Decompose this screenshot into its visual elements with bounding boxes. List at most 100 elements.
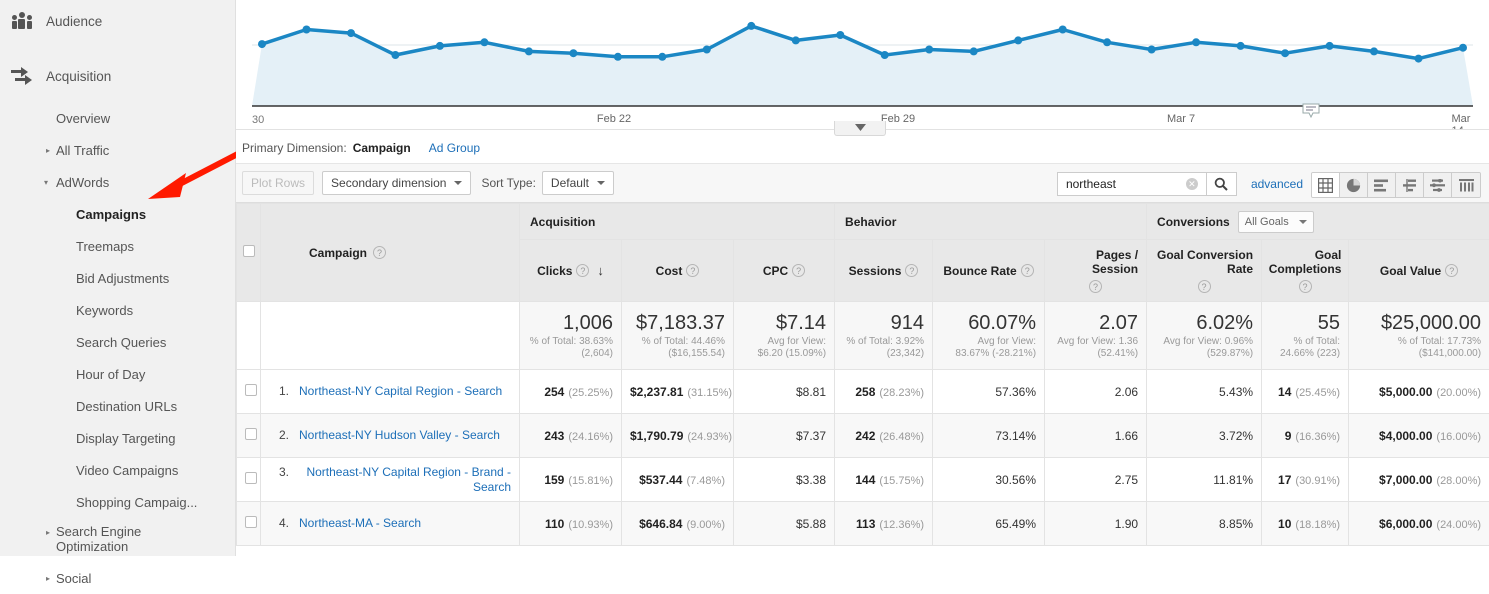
help-icon[interactable]: ? [792,264,805,277]
sidebar-item-acquisition[interactable]: Acquisition [0,55,235,97]
chart-data-point[interactable] [480,38,488,46]
row-checkbox[interactable] [245,428,257,440]
all-goals-dropdown[interactable]: All Goals [1238,211,1314,233]
chart-data-point[interactable] [436,42,444,50]
chart-data-point[interactable] [1370,47,1378,55]
sidebar-item-all-traffic[interactable]: ▸ All Traffic [0,134,235,166]
chart-data-point[interactable] [303,26,311,34]
sidebar-item-hour-of-day[interactable]: Hour of Day [0,358,235,390]
plot-rows-button[interactable]: Plot Rows [242,171,314,195]
row-checkbox-cell[interactable] [237,370,261,414]
sidebar-item-search-queries[interactable]: Search Queries [0,326,235,358]
chart-data-point[interactable] [347,29,355,37]
chart-data-point[interactable] [703,46,711,54]
sidebar-item-treemaps[interactable]: Treemaps [0,230,235,262]
secondary-dimension-dropdown[interactable]: Secondary dimension [322,171,471,195]
help-icon[interactable]: ? [373,246,386,259]
column-header-goal-value[interactable]: Goal Value ? [1349,240,1489,302]
help-icon[interactable]: ? [905,264,918,277]
column-header-cost[interactable]: Cost ? [622,240,734,302]
chart-data-point[interactable] [792,36,800,44]
campaign-link[interactable]: Northeast-MA - Search [299,516,421,531]
bar-view-icon[interactable] [1368,173,1396,197]
chart-data-point[interactable] [614,53,622,61]
campaign-link[interactable]: Northeast-NY Capital Region - Search [299,384,502,399]
comparison-view-icon[interactable] [1396,173,1424,197]
row-checkbox[interactable] [245,472,257,484]
help-icon[interactable]: ? [1021,264,1034,277]
chart-data-point[interactable] [658,53,666,61]
sidebar-item-bid-adjustments[interactable]: Bid Adjustments [0,262,235,294]
advanced-link[interactable]: advanced [1251,177,1303,191]
help-icon[interactable]: ? [1089,280,1102,293]
column-header-goal-conversion-rate[interactable]: Goal Conversion Rate ? [1147,240,1262,302]
sidebar-item-display-targeting[interactable]: Display Targeting [0,422,235,454]
chart-data-point[interactable] [1103,38,1111,46]
chart-data-point[interactable] [1281,49,1289,57]
search-button[interactable] [1207,172,1237,196]
sidebar-item-adwords[interactable]: ▾ AdWords [0,166,235,198]
column-header-cpc[interactable]: CPC ? [734,240,835,302]
sidebar-item-campaigns[interactable]: Campaigns [0,198,235,230]
select-all-checkbox[interactable] [243,245,255,257]
clear-search-icon[interactable]: ✕ [1186,178,1198,190]
chart-data-point[interactable] [925,46,933,54]
column-header-sessions[interactable]: Sessions ? [835,240,933,302]
column-header-pages-per-session[interactable]: Pages / Session ? [1045,240,1147,302]
sidebar-item-social[interactable]: ▸ Social [0,562,235,594]
search-input[interactable] [1064,176,1186,192]
sort-type-dropdown[interactable]: Default [542,171,614,195]
chart-data-point[interactable] [258,40,266,48]
chart-data-point[interactable] [1192,38,1200,46]
select-all-checkbox-cell[interactable] [237,204,261,302]
chart-data-point[interactable] [1415,55,1423,63]
row-checkbox-cell[interactable] [237,458,261,502]
chart-data-point[interactable] [747,22,755,30]
primary-dimension-ad-group[interactable]: Ad Group [429,141,480,155]
sidebar-item-video-campaigns[interactable]: Video Campaigns [0,454,235,486]
annotation-marker-icon[interactable] [1302,103,1320,118]
primary-dimension-campaign[interactable]: Campaign [353,141,411,155]
table-row[interactable]: 3.Northeast-NY Capital Region - Brand - … [237,458,1489,502]
chart-data-point[interactable] [836,31,844,39]
help-icon[interactable]: ? [576,264,589,277]
columns-view-icon[interactable] [1452,173,1480,197]
collapse-chart-button[interactable] [834,121,886,136]
help-icon[interactable]: ? [686,264,699,277]
chart-data-point[interactable] [970,47,978,55]
table-view-icon[interactable] [1312,173,1340,197]
chart-data-point[interactable] [525,47,533,55]
campaign-link[interactable]: Northeast-NY Hudson Valley - Search [299,428,500,443]
row-checkbox[interactable] [245,516,257,528]
chart-data-point[interactable] [881,51,889,59]
column-header-clicks[interactable]: Clicks ? ↓ [520,240,622,302]
help-icon[interactable]: ? [1445,264,1458,277]
sidebar-item-destination-urls[interactable]: Destination URLs [0,390,235,422]
row-checkbox-cell[interactable] [237,502,261,546]
help-icon[interactable]: ? [1198,280,1211,293]
sidebar-item-keywords[interactable]: Keywords [0,294,235,326]
sidebar-item-audience[interactable]: Audience [0,0,235,42]
chart-data-point[interactable] [569,49,577,57]
column-header-goal-completions[interactable]: Goal Completions ? [1262,240,1349,302]
search-box[interactable]: ✕ [1057,172,1207,196]
help-icon[interactable]: ? [1299,280,1312,293]
pivot-view-icon[interactable] [1424,173,1452,197]
chart-data-point[interactable] [1014,36,1022,44]
column-header-bounce-rate[interactable]: Bounce Rate ? [933,240,1045,302]
chart-data-point[interactable] [1148,46,1156,54]
sidebar-item-search-engine-optimization[interactable]: ▸ Search Engine Optimization [0,518,235,562]
pie-view-icon[interactable] [1340,173,1368,197]
sidebar-item-shopping-campaigns[interactable]: Shopping Campaig... [0,486,235,518]
row-checkbox-cell[interactable] [237,414,261,458]
row-checkbox[interactable] [245,384,257,396]
sessions-trend-chart[interactable]: 30 Feb 22 Feb 29 Mar 7 Mar 14 [236,0,1489,130]
campaign-link[interactable]: Northeast-NY Capital Region - Brand - Se… [299,465,511,495]
column-header-campaign[interactable]: Campaign ? [261,204,520,302]
chart-data-point[interactable] [391,51,399,59]
chart-data-point[interactable] [1326,42,1334,50]
chart-data-point[interactable] [1237,42,1245,50]
